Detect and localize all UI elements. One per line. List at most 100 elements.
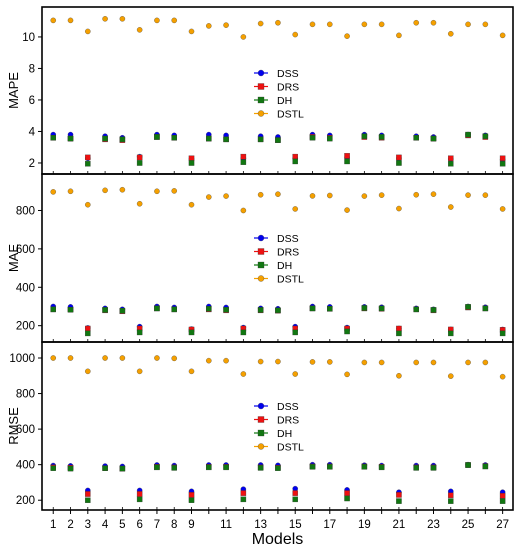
mape-dstl-point <box>136 27 143 33</box>
mape-dstl-point <box>171 17 177 24</box>
rmse-legend-label-drs: DRS <box>277 415 299 427</box>
mape-dstl-point <box>102 16 108 22</box>
rmse-dh-point <box>257 465 264 471</box>
mape-legend-label-drs: DRS <box>277 82 299 94</box>
mae-dstl-point <box>275 191 281 197</box>
mape-drs-point <box>292 153 298 160</box>
mape-dh-point <box>223 136 229 143</box>
mape-legend-label-dh: DH <box>277 95 292 107</box>
mae-dh-point <box>327 306 333 312</box>
rmse-dh-point <box>361 464 368 470</box>
rmse-dh-point <box>499 498 506 504</box>
mae-dh-point <box>257 307 264 313</box>
rmse-y-tick-label: 800 <box>16 389 35 401</box>
mae-dstl-point <box>413 191 419 198</box>
mape-dstl-point <box>396 32 402 39</box>
mae-dstl-point <box>223 193 229 199</box>
rmse-dh-point <box>344 495 350 502</box>
mae-dh-point <box>223 306 229 313</box>
mae-dstl-point <box>136 201 143 207</box>
rmse-dstl-point <box>50 355 56 361</box>
rmse-dstl-point <box>309 359 316 365</box>
mae-dh-point <box>309 305 316 312</box>
mae-legend-marker-dss <box>257 234 265 242</box>
rmse-legend-label-dh: DH <box>277 428 292 440</box>
x-tick-label: 23 <box>427 519 440 531</box>
rmse-dstl-point <box>188 368 195 375</box>
rmse-dstl-point <box>361 359 368 366</box>
rmse-dh-point <box>275 465 281 471</box>
rmse-drs-point <box>188 492 195 498</box>
mape-dstl-point <box>275 20 281 26</box>
mape-dstl-point <box>344 33 350 39</box>
mape-dstl-point <box>430 20 437 26</box>
mape-legend-label-dstl: DSTL <box>277 109 304 121</box>
rmse-dh-point <box>67 465 74 472</box>
mape-legend-marker-dss <box>257 69 265 77</box>
rmse-dstl-point <box>430 359 437 366</box>
rmse-y-axis-label: RMSE <box>6 407 21 445</box>
rmse-dstl-point <box>102 355 108 361</box>
mape-dstl-point <box>499 32 506 39</box>
mape-drs-point <box>188 155 195 161</box>
rmse-drs-point <box>240 490 247 496</box>
mae-dstl-point <box>119 186 126 193</box>
mape-dh-point <box>396 160 402 166</box>
mape-drs-point <box>344 153 350 159</box>
mae-dh-point <box>50 306 56 313</box>
mape-dh-point <box>499 161 506 167</box>
mae-legend-label-dss: DSS <box>277 233 299 245</box>
mape-dh-point <box>206 135 212 142</box>
mape-dh-point <box>154 134 160 140</box>
mape-dstl-point <box>292 31 298 38</box>
rmse-dstl-point <box>119 355 126 361</box>
mae-drs-point <box>396 325 402 332</box>
mae-dstl-point <box>240 207 247 214</box>
mape-dstl-point <box>67 17 74 24</box>
mae-dstl-point <box>171 188 177 194</box>
rmse-dstl-point <box>171 355 177 362</box>
mape-y-tick-label: 6 <box>29 95 35 107</box>
rmse-dstl-point <box>413 359 419 366</box>
mape-dh-point <box>85 161 91 167</box>
mape-legend-marker-drs <box>257 83 265 90</box>
rmse-drs-point <box>344 490 350 496</box>
mae-dstl-point <box>344 207 350 213</box>
mae-dstl-point <box>67 188 74 195</box>
mae-drs-point <box>85 325 91 332</box>
rmse-dh-point <box>378 464 385 471</box>
mae-dh-point <box>275 307 281 314</box>
mae-dh-point <box>344 328 350 335</box>
mape-dstl-point <box>413 20 419 26</box>
rmse-dstl-point <box>223 357 229 364</box>
mae-dstl-point <box>465 192 471 198</box>
mape-dh-point <box>188 160 195 166</box>
x-tick-label: 17 <box>323 519 336 531</box>
mae-dstl-point <box>292 206 298 212</box>
mae-legend-label-drs: DRS <box>277 247 299 259</box>
rmse-dstl-point <box>327 359 333 365</box>
mae-dstl-point <box>448 204 454 210</box>
rmse-y-tick-label: 600 <box>16 424 35 436</box>
mae-dh-point <box>102 307 108 313</box>
mae-legend-marker-dh <box>257 261 265 269</box>
rmse-dh-point <box>396 498 402 504</box>
mape-dh-point <box>292 158 298 165</box>
mae-dstl-point <box>102 187 108 194</box>
rmse-dh-point <box>85 497 91 503</box>
mae-dstl-point <box>309 193 316 199</box>
rmse-dstl-point <box>154 355 160 361</box>
rmse-drs-point <box>85 491 91 497</box>
mae-dh-point <box>448 330 454 337</box>
mae-y-axis-label: MAE <box>6 244 21 273</box>
mape-dstl-point <box>188 28 195 35</box>
x-tick-label: 7 <box>154 519 160 531</box>
x-tick-label: 15 <box>289 519 302 531</box>
mape-dh-point <box>171 135 177 141</box>
mape-dh-point <box>257 136 264 143</box>
rmse-dh-point <box>50 465 56 471</box>
mae-dstl-point <box>50 189 56 195</box>
x-tick-label: 4 <box>102 519 109 531</box>
rmse-y-tick-label: 400 <box>16 460 35 472</box>
rmse-dh-point <box>119 465 126 472</box>
